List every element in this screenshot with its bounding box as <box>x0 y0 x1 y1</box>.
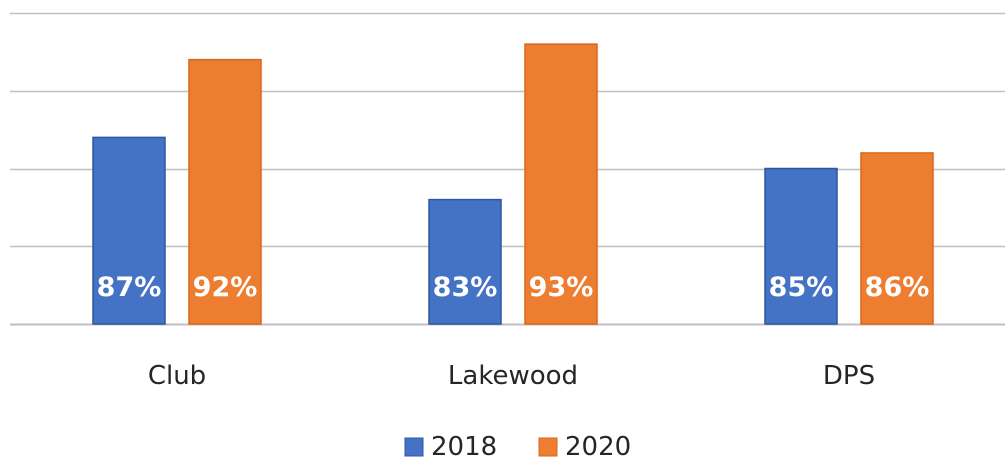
category-labels: Club Lakewood DPS <box>148 361 875 391</box>
bar-2018-club <box>92 136 166 325</box>
legend-label-2020: 2020 <box>565 432 631 462</box>
bar-value-label: 86% <box>865 272 930 303</box>
bar-labels: 87% 92% 83% 93% 85% 86% <box>97 272 930 303</box>
gridlines <box>10 12 1005 326</box>
bars <box>92 43 934 325</box>
bar-value-label: 87% <box>97 272 162 303</box>
bar-value-label: 83% <box>433 272 498 303</box>
bar-2020-lakewood <box>524 43 598 325</box>
legend-label-2018: 2018 <box>431 432 497 462</box>
category-label-club: Club <box>148 361 206 391</box>
bar-2018-dps <box>764 167 838 325</box>
legend-swatch-2020 <box>538 437 558 457</box>
legend: 2018 2020 <box>404 432 631 462</box>
bar-value-label: 93% <box>529 272 594 303</box>
legend-swatch-2018 <box>404 437 424 457</box>
bar-2018-lakewood <box>428 198 502 325</box>
category-label-dps: DPS <box>823 361 875 391</box>
bar-2020-club <box>188 58 262 325</box>
bar-2020-dps <box>860 152 934 325</box>
bar-value-label: 85% <box>769 272 834 303</box>
category-label-lakewood: Lakewood <box>448 361 578 391</box>
bar-value-label: 92% <box>193 272 258 303</box>
